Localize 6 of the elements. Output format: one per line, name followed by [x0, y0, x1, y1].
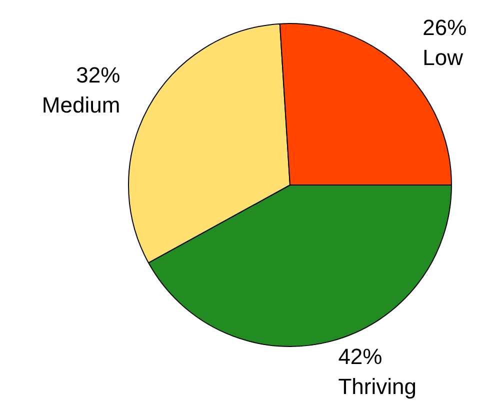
slice-label: Thriving — [338, 374, 416, 399]
data-label: 32% — [76, 62, 120, 88]
data-label: 42% — [338, 344, 382, 369]
data-label: 26% — [422, 14, 467, 40]
slice-label: Medium — [42, 92, 120, 118]
slice-label: Low — [422, 44, 464, 70]
